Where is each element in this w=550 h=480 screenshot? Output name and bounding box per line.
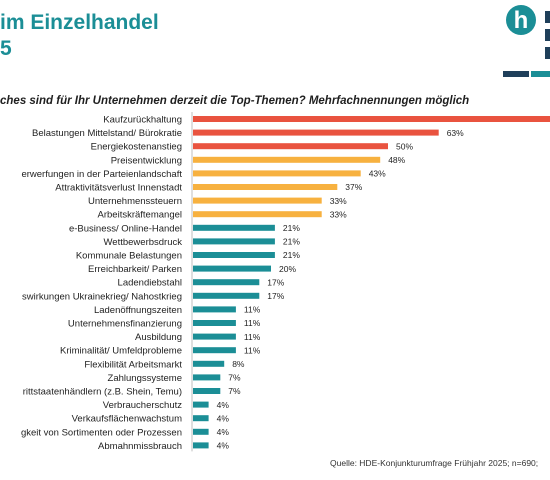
category-label: Arbeitskräftemangel xyxy=(98,210,182,221)
logo-letter: h xyxy=(514,7,529,34)
bar xyxy=(193,184,338,190)
value-label: 21% xyxy=(283,223,300,233)
bar xyxy=(193,170,361,177)
value-label: 8% xyxy=(232,359,245,369)
bar xyxy=(193,320,236,326)
bar xyxy=(193,306,236,313)
bar xyxy=(193,374,221,381)
value-label: 21% xyxy=(283,250,300,260)
bar xyxy=(193,211,322,218)
value-label: 50% xyxy=(396,141,413,151)
page-title: im Einzelhandel xyxy=(0,11,159,34)
bar-chart: Kaufzurückhaltung Belastungen Mittelstand… xyxy=(21,112,550,452)
bar xyxy=(193,238,275,245)
value-label: 7% xyxy=(228,373,241,383)
hde-logo-icon: h xyxy=(503,5,550,77)
value-label: 21% xyxy=(283,237,300,247)
category-label: Verkaufsflächenwachstum xyxy=(72,414,182,425)
bar xyxy=(193,224,275,231)
category-label: Unternehmensfinanzierung xyxy=(68,319,182,330)
category-label: Energiekostenanstieg xyxy=(91,142,182,153)
category-label: rittstaatenhändlern (z.B. Shein, Temu) xyxy=(23,387,182,398)
value-label: 4% xyxy=(217,427,230,437)
bar xyxy=(193,292,260,299)
category-label: Kommunale Belastungen xyxy=(76,251,182,262)
value-label: 33% xyxy=(330,196,347,206)
source-note: Quelle: HDE-Konjunkturumfrage Frühjahr 2… xyxy=(330,458,539,468)
category-label: Verbraucherschutz xyxy=(103,400,182,411)
category-label: Belastungen Mittelstand/ Bürokratie xyxy=(32,128,182,139)
category-label: Erreichbarkeit/ Parken xyxy=(88,264,182,275)
bar xyxy=(193,415,209,422)
bar xyxy=(193,129,439,136)
bar xyxy=(193,279,260,286)
category-label: e-Business/ Online-Handel xyxy=(69,223,182,234)
bar xyxy=(193,265,271,272)
bar xyxy=(193,428,209,435)
value-label: 33% xyxy=(330,209,347,219)
bar xyxy=(193,388,221,394)
bar xyxy=(193,156,381,163)
value-label: 17% xyxy=(267,291,284,301)
value-label: 11% xyxy=(244,305,261,315)
category-label: Kriminalität/ Umfeldprobleme xyxy=(60,346,182,357)
bar xyxy=(193,347,236,354)
category-label: Ausbildung xyxy=(135,332,182,343)
value-label: 17% xyxy=(267,277,284,287)
value-label: 4% xyxy=(217,400,230,410)
category-label: Unternehmenssteuern xyxy=(88,196,182,207)
bar xyxy=(193,252,275,258)
category-label: gkeit von Sortimenten oder Prozessen xyxy=(21,427,182,438)
value-label: 63% xyxy=(447,128,464,138)
bar xyxy=(193,197,322,204)
category-label: erwerfungen in der Parteienlandschaft xyxy=(21,169,182,180)
value-label: 7% xyxy=(228,386,241,396)
category-label: Attraktivitätsverlust Innenstadt xyxy=(55,183,182,194)
value-label: 11% xyxy=(244,332,261,342)
bar xyxy=(193,143,388,150)
category-label: Zahlungssysteme xyxy=(108,373,182,384)
category-label: Ladendiebstahl xyxy=(118,278,182,289)
bar xyxy=(193,333,236,340)
value-label: 11% xyxy=(244,345,261,355)
category-label: Flexibilität Arbeitsmarkt xyxy=(84,359,182,370)
bar xyxy=(193,401,209,408)
category-label: Wettbewerbsdruck xyxy=(104,237,183,248)
category-label: Preisentwicklung xyxy=(111,155,182,166)
category-label: Ladenöffnungszeiten xyxy=(94,305,182,316)
value-label: 20% xyxy=(279,264,296,274)
page-subtitle: 5 xyxy=(0,37,12,60)
category-label: Abmahnmissbrauch xyxy=(98,441,182,452)
bar xyxy=(193,116,550,122)
value-label: 43% xyxy=(369,169,386,179)
value-label: 37% xyxy=(345,182,362,192)
bar xyxy=(193,360,225,367)
category-label: Kaufzurückhaltung xyxy=(103,115,182,126)
value-label: 4% xyxy=(217,441,230,451)
category-label: swirkungen Ukrainekrieg/ Nahostkrieg xyxy=(22,291,182,302)
bar xyxy=(193,442,209,449)
value-label: 4% xyxy=(217,413,230,423)
survey-question: ches sind für Ihr Unternehmen derzeit di… xyxy=(0,95,470,107)
value-label: 11% xyxy=(244,318,261,328)
value-label: 48% xyxy=(388,155,405,165)
